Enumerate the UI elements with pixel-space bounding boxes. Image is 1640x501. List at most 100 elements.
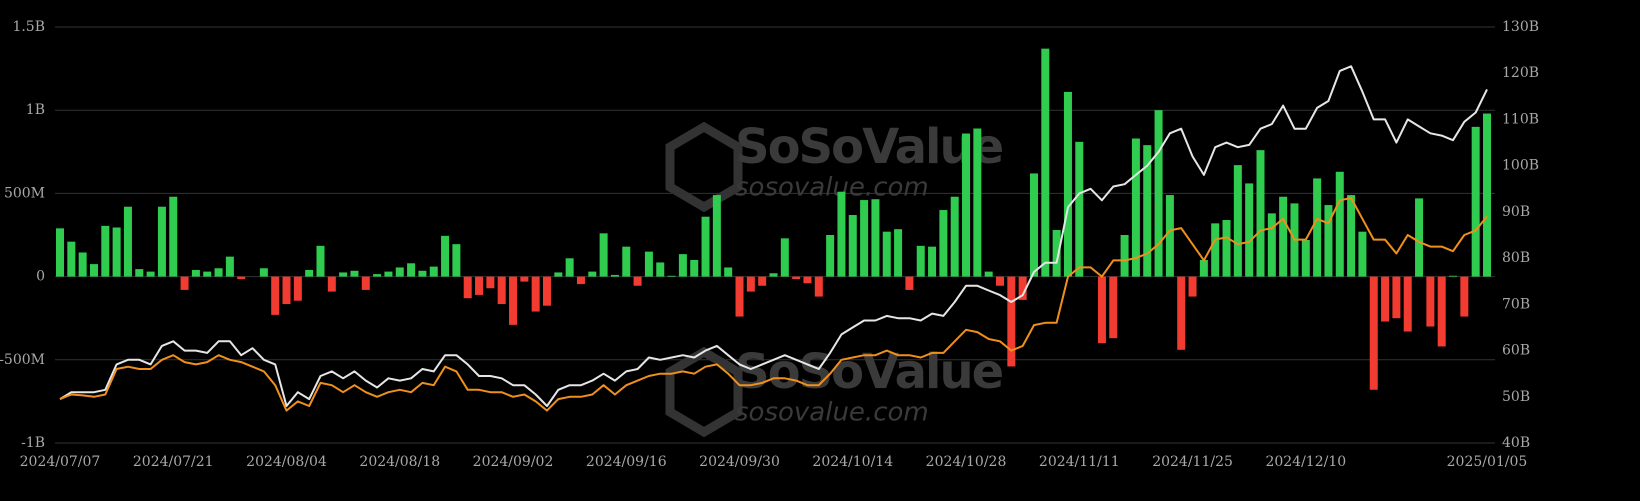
- bar: [780, 238, 789, 277]
- bar: [1233, 165, 1242, 277]
- bar: [1381, 276, 1390, 322]
- bar: [67, 241, 76, 277]
- bar: [339, 272, 348, 277]
- bar: [735, 276, 744, 317]
- x-tick-label: 2024/09/02: [473, 454, 554, 470]
- bar: [327, 276, 336, 292]
- bar: [463, 276, 472, 299]
- x-tick-label: 2024/11/11: [1039, 454, 1120, 470]
- bar: [588, 271, 597, 277]
- bar: [1256, 150, 1265, 277]
- bar: [1460, 276, 1469, 317]
- bar: [1301, 239, 1310, 277]
- bar: [293, 276, 302, 301]
- bar: [395, 267, 404, 277]
- bar: [407, 263, 416, 277]
- bar: [610, 274, 619, 277]
- bar: [905, 276, 914, 290]
- bar: [826, 235, 835, 277]
- bar: [56, 228, 64, 277]
- bar: [350, 270, 359, 277]
- bar: [429, 266, 438, 277]
- bar: [712, 195, 721, 277]
- bar: [1392, 276, 1401, 319]
- x-tick-label: 2024/07/07: [20, 454, 101, 470]
- bar: [1426, 276, 1435, 327]
- y-tick-label: 1.5B: [12, 19, 45, 35]
- bar: [848, 215, 857, 277]
- bar: [486, 276, 495, 289]
- bar: [644, 251, 653, 277]
- x-tick-label: 2024/10/14: [812, 454, 893, 470]
- bar: [622, 246, 631, 277]
- bar: [950, 196, 959, 277]
- bar: [225, 256, 234, 277]
- y2-tick-label: 40B: [1502, 435, 1530, 451]
- y-tick-label: 1B: [26, 102, 45, 118]
- bar: [1075, 141, 1084, 277]
- y-tick-label: -500M: [0, 352, 45, 368]
- bar: [984, 271, 993, 277]
- bar: [554, 272, 563, 277]
- bar: [656, 262, 665, 277]
- bar: [316, 245, 325, 277]
- bar: [792, 276, 801, 280]
- bar: [191, 269, 200, 277]
- watermark-url: sosovalue.com: [735, 173, 929, 203]
- bar: [361, 276, 370, 290]
- bar: [1471, 126, 1480, 277]
- y2-tick-label: 50B: [1502, 389, 1530, 405]
- line: [59, 65, 1488, 407]
- watermark-title: SoSoValue: [735, 344, 1003, 400]
- y2-tick-label: 80B: [1502, 250, 1530, 266]
- bar: [237, 276, 246, 280]
- bar: [384, 271, 393, 277]
- bar: [203, 271, 212, 277]
- bar: [418, 270, 427, 277]
- bar: [1120, 235, 1129, 277]
- bar: [441, 235, 450, 277]
- bar: [814, 276, 823, 297]
- x-tick-label: 2024/09/16: [586, 454, 667, 470]
- bar: [973, 128, 982, 277]
- x-tick-label: 2024/09/30: [699, 454, 780, 470]
- bar: [169, 196, 178, 277]
- bar: [1041, 48, 1050, 277]
- bar: [373, 274, 382, 277]
- bar: [1199, 259, 1208, 277]
- bar: [1052, 230, 1061, 277]
- bar: [1313, 178, 1322, 277]
- bar: [1143, 145, 1152, 277]
- bar: [271, 276, 280, 315]
- y2-tick-label: 120B: [1502, 65, 1539, 81]
- bar: [871, 199, 880, 277]
- bar: [1211, 223, 1220, 277]
- bar: [282, 276, 291, 305]
- bar: [599, 233, 608, 277]
- bar: [894, 229, 903, 277]
- x-tick-label: 2024/07/21: [133, 454, 214, 470]
- x-tick-label: 2024/11/25: [1152, 454, 1233, 470]
- watermark-logo: [665, 121, 743, 438]
- bar: [531, 276, 540, 312]
- bar: [135, 269, 144, 277]
- bar: [78, 252, 87, 277]
- bar: [157, 206, 166, 277]
- bar: [633, 276, 642, 286]
- bar: [1018, 276, 1027, 300]
- bar: [180, 276, 189, 290]
- y-tick-label: 0: [36, 269, 45, 285]
- watermark-url: sosovalue.com: [735, 398, 929, 428]
- bar: [1483, 113, 1491, 277]
- bar: [509, 276, 518, 325]
- bar: [1007, 276, 1016, 367]
- bar: [1449, 275, 1458, 277]
- x-tick-label: 2024/10/28: [926, 454, 1007, 470]
- bar: [667, 275, 676, 277]
- bar: [928, 246, 937, 277]
- bar: [123, 206, 132, 277]
- bar: [497, 276, 506, 305]
- bar: [1154, 110, 1163, 277]
- bar: [701, 216, 710, 277]
